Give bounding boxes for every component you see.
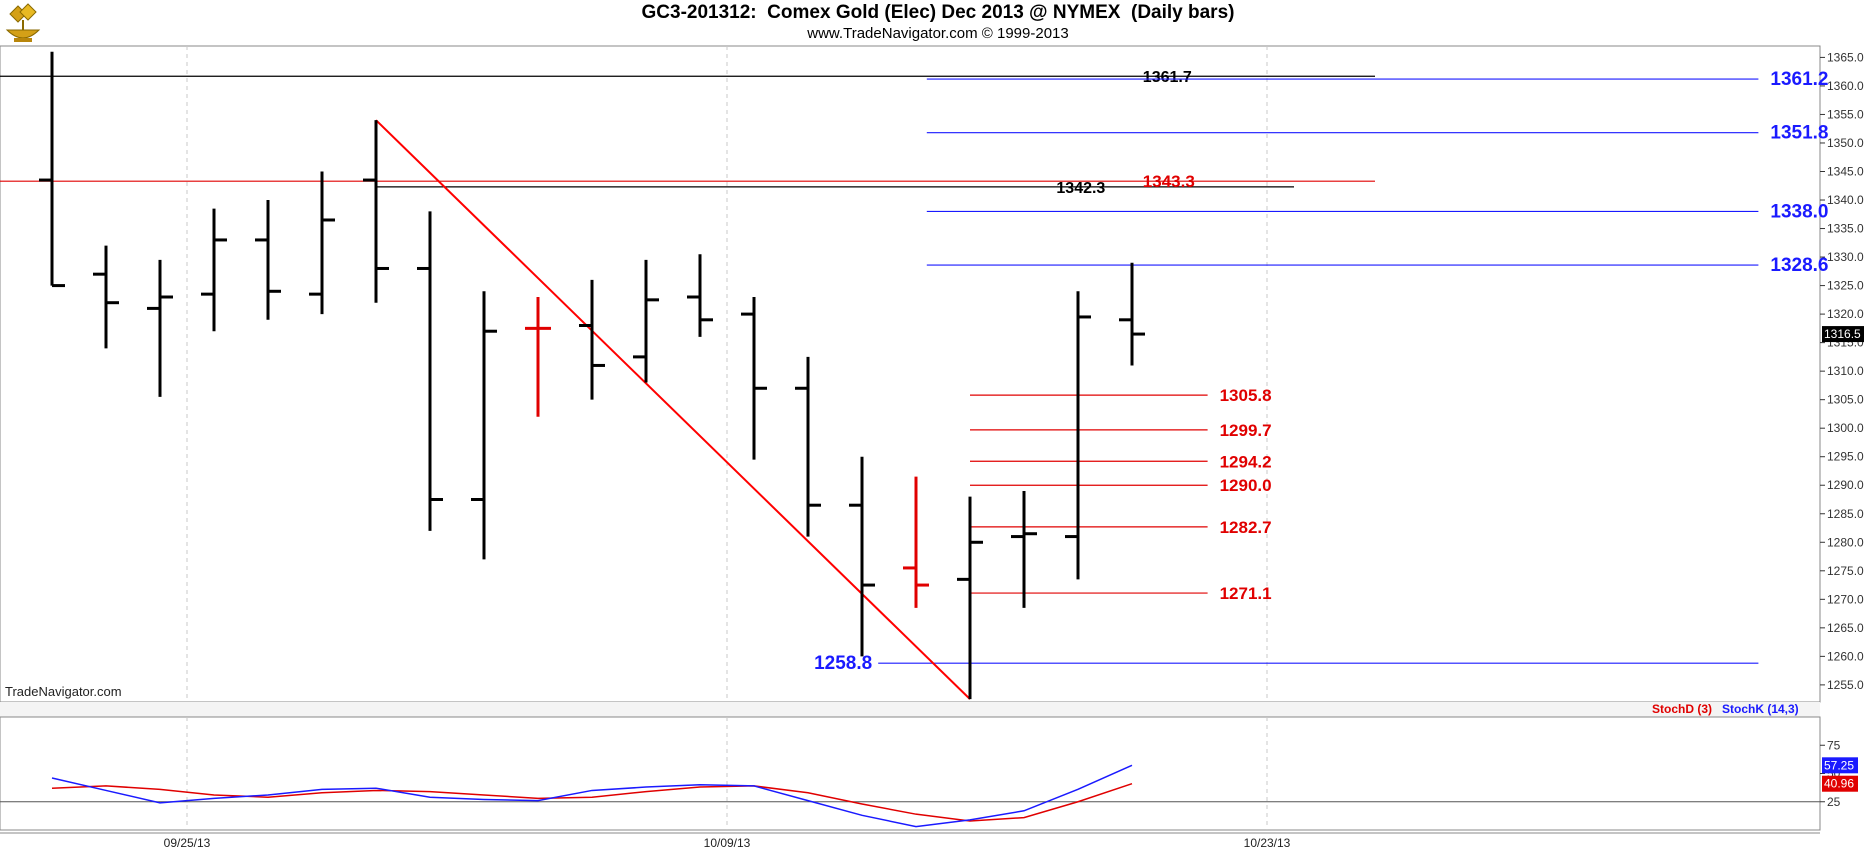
y-tick-label: 1335.0: [1827, 222, 1864, 236]
y-tick-label: 1320.0: [1827, 307, 1864, 321]
date-tick-label: 10/09/13: [704, 836, 751, 850]
ohlc-bar: [849, 456, 875, 657]
ohlc-bar: [39, 51, 65, 288]
ohlc-bar: [795, 356, 821, 537]
ohlc-bar: [147, 259, 173, 397]
level-label: 1294.2: [1220, 452, 1272, 471]
ohlc-bar: [1119, 262, 1145, 366]
level-label: 1342.3: [1056, 180, 1105, 197]
stoch-line: [51, 783, 1133, 822]
ohlc-bar: [903, 476, 929, 608]
level-label: 1282.7: [1220, 518, 1272, 537]
y-tick-label: 1305.0: [1827, 393, 1864, 407]
level-label: 1258.8: [814, 653, 872, 674]
y-tick-label: 1290.0: [1827, 478, 1864, 492]
date-axis: 09/25/13 10/09/13 10/23/13: [0, 832, 1820, 850]
y-tick-label: 1280.0: [1827, 535, 1864, 549]
y-tick-label: 1295.0: [1827, 450, 1864, 464]
y-tick-label: 1300.0: [1827, 421, 1864, 435]
stoch-y-tick-label: 25: [1827, 795, 1841, 809]
y-tick-label: 1360.0: [1827, 79, 1864, 93]
level-label: 1338.0: [1770, 201, 1828, 222]
level-label: 1299.7: [1220, 421, 1272, 440]
stoch-y-tick-label: 75: [1827, 738, 1841, 752]
last-price-tag: [1822, 326, 1864, 343]
ohlc-bar: [741, 296, 767, 460]
gold-bars-pan-icon: [4, 2, 44, 44]
level-label: 1343.3: [1143, 172, 1195, 191]
last-price-label: 1316.5: [1824, 327, 1861, 341]
stoch-value-tag: [1822, 775, 1858, 792]
y-tick-label: 1265.0: [1827, 621, 1864, 635]
legend-stochk: StochK (14,3): [1722, 702, 1799, 716]
y-tick-label: 1270.0: [1827, 592, 1864, 606]
price-plot-area: [0, 45, 1821, 703]
y-tick-label: 1355.0: [1827, 107, 1864, 121]
ohlc-bar: [687, 254, 713, 337]
ohlc-bar: [417, 211, 443, 531]
y-tick-label: 1285.0: [1827, 507, 1864, 521]
legend-stochd: StochD (3): [1652, 702, 1712, 716]
ohlc-bar: [525, 296, 551, 417]
stoch-line: [51, 764, 1133, 828]
y-tick-label: 1325.0: [1827, 279, 1864, 293]
chart-header: GC3-201312: Comex Gold (Elec) Dec 2013 @…: [0, 0, 1876, 46]
y-tick-label: 1275.0: [1827, 564, 1864, 578]
stoch-value-label: 57.25: [1824, 758, 1854, 772]
y-tick-label: 1350.0: [1827, 136, 1864, 150]
ohlc-bar: [471, 291, 497, 560]
y-tick-label: 1340.0: [1827, 193, 1864, 207]
ohlc-bar: [309, 171, 335, 315]
level-label: 1271.1: [1220, 584, 1272, 603]
y-tick-label: 1365.0: [1827, 50, 1864, 64]
price-panel: 1255.0 1260.0 1265.0 1270.0 1275.0 1280.0 1285…: [0, 45, 1864, 717]
chart-title: GC3-201312: Comex Gold (Elec) Dec 2013 @…: [641, 2, 1235, 23]
level-label: 1351.8: [1770, 123, 1828, 144]
ohlc-bar: [1011, 490, 1037, 608]
y-tick-label: 1330.0: [1827, 250, 1864, 264]
level-label: 1305.8: [1220, 386, 1272, 405]
date-tick-label: 10/23/13: [1244, 836, 1291, 850]
date-tick-label: 09/25/13: [164, 836, 211, 850]
level-label: 1361.2: [1770, 69, 1828, 90]
y-tick-label: 1255.0: [1827, 678, 1864, 692]
ohlc-bar: [1065, 291, 1091, 580]
stoch-value-tag: [1822, 757, 1858, 774]
ohlc-bar: [93, 245, 119, 349]
y-tick-label: 1310.0: [1827, 364, 1864, 378]
stoch-value-label: 40.96: [1824, 777, 1854, 791]
trendline: [375, 119, 971, 700]
stoch-plot-area: [0, 716, 1821, 831]
chart-subtitle: www.TradeNavigator.com © 1999-2013: [807, 25, 1069, 42]
y-tick-label: 1260.0: [1827, 649, 1864, 663]
level-label: 1361.7: [1143, 69, 1192, 86]
level-label: 1328.6: [1770, 255, 1828, 276]
level-label: 1290.0: [1220, 476, 1272, 495]
ohlc-bar: [957, 496, 983, 700]
watermark: TradeNavigator.com: [5, 684, 122, 699]
ohlc-bar: [579, 279, 605, 400]
ohlc-bar: [363, 120, 389, 303]
ohlc-bar: [633, 259, 659, 383]
y-tick-label: 1345.0: [1827, 164, 1864, 178]
ohlc-bar: [201, 208, 227, 332]
panel-separator: [0, 702, 1820, 717]
ohlc-bar: [255, 200, 281, 320]
